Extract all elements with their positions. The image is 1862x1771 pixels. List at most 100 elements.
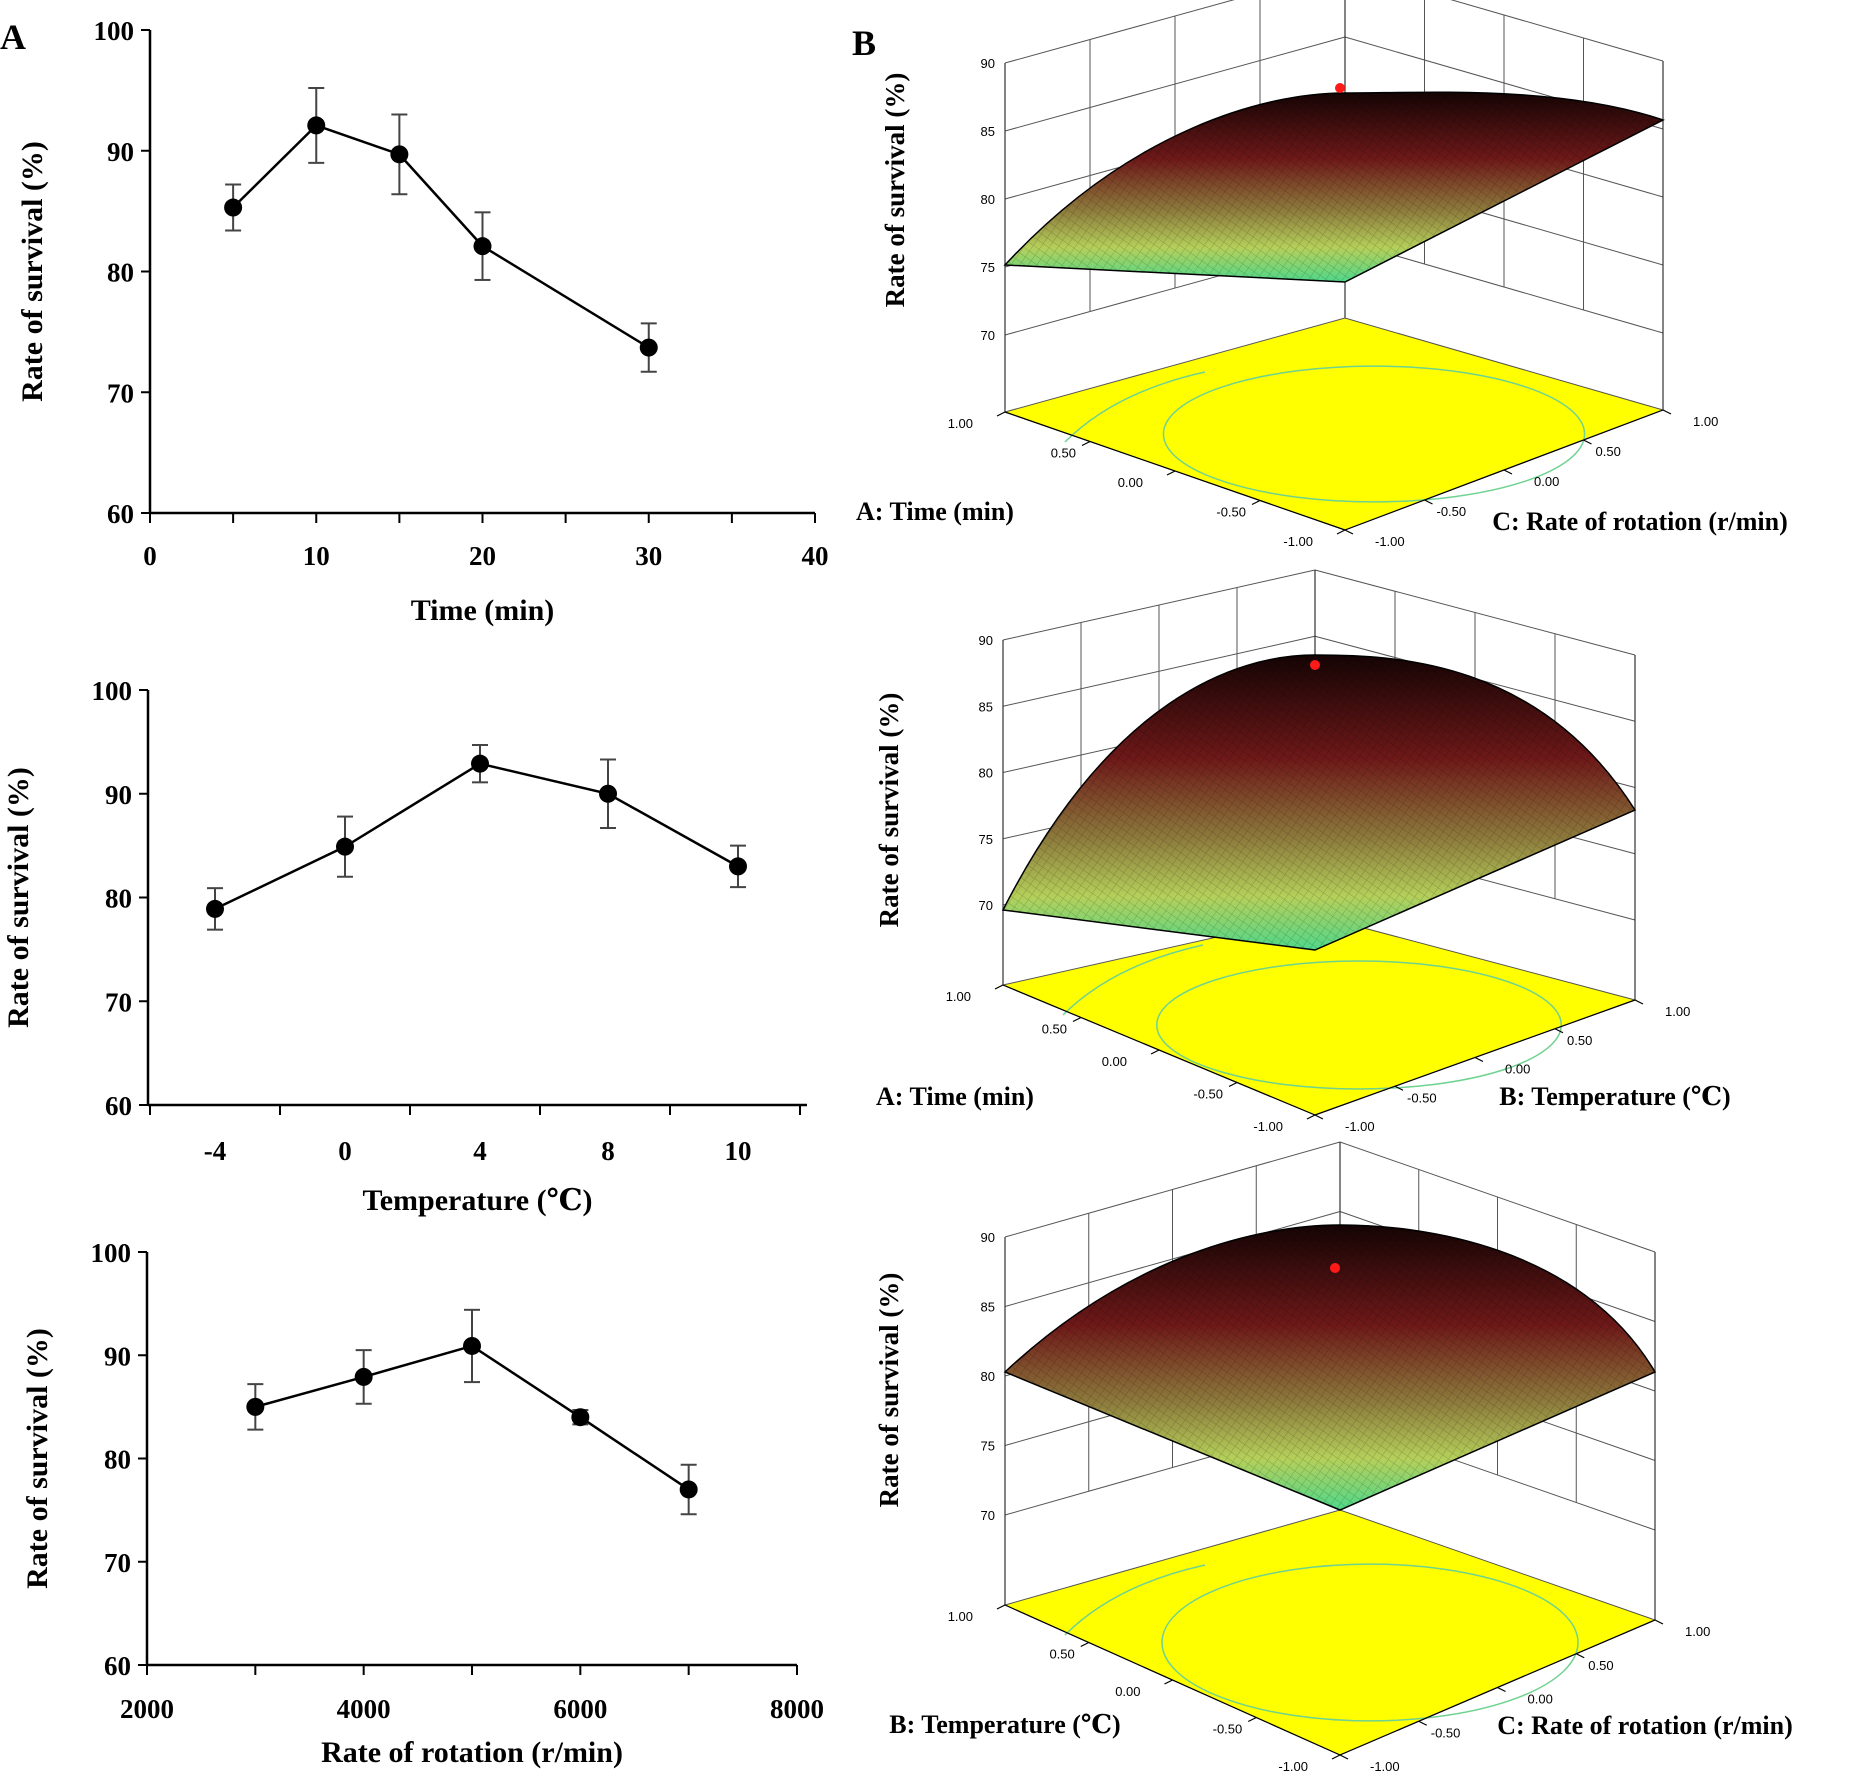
data-point — [463, 1336, 481, 1355]
y-tick-label: 70 — [104, 1548, 131, 1578]
y-tick-label: 60 — [107, 499, 134, 529]
data-point — [471, 754, 489, 773]
y-tick-label: 60 — [104, 1651, 131, 1681]
data-point — [729, 857, 747, 876]
right-axis-tick — [1575, 1653, 1585, 1659]
right-axis-tick-label: -1.00 — [1345, 1119, 1375, 1134]
left-axis-tick-label: 1.00 — [948, 1609, 973, 1624]
left-axis-tick — [994, 984, 1004, 990]
x-tick-label: 8 — [601, 1136, 615, 1166]
z-tick-label: 85 — [981, 124, 995, 139]
left-axis-tick — [1331, 1754, 1341, 1760]
left-axis-tick — [1166, 470, 1176, 476]
left-axis-tick-label: 0.00 — [1118, 475, 1143, 490]
right-axis-tick — [1394, 1085, 1404, 1091]
y-axis-label: Rate of survival (%) — [16, 141, 49, 402]
y-axis-label: Rate of survival (%) — [21, 1328, 54, 1589]
left-axis-tick — [1306, 1114, 1316, 1120]
left-axis-tick — [1247, 1716, 1257, 1723]
base-contour — [1062, 944, 1204, 1016]
right-axis-tick-label: 1.00 — [1693, 414, 1718, 429]
right-axis-tick — [1634, 999, 1644, 1005]
right-axis-tick — [1554, 1028, 1564, 1034]
left-axis-tick — [1164, 1679, 1173, 1685]
data-point — [599, 784, 617, 803]
z-tick-label: 80 — [981, 1369, 995, 1384]
z-tick-label: 75 — [981, 260, 995, 275]
z-axis-label: Rate of survival (%) — [880, 73, 910, 308]
y-tick-label: 90 — [104, 1341, 131, 1371]
y-tick-label: 100 — [91, 1238, 132, 1268]
x-tick-label: 10 — [725, 1136, 752, 1166]
y-tick-label: 90 — [105, 780, 132, 810]
left-axis-tick-label: -0.50 — [1216, 505, 1246, 520]
data-point — [206, 899, 224, 918]
left-axis-tick — [1228, 1081, 1238, 1088]
right-axis-tick — [1474, 1056, 1484, 1063]
x-axis-label: Time (min) — [411, 594, 555, 627]
z-tick-label: 85 — [979, 699, 993, 714]
y-tick-label: 80 — [107, 258, 134, 288]
right-axis-tick-label: 1.00 — [1685, 1624, 1710, 1639]
y-tick-label: 90 — [107, 137, 134, 167]
z-tick-label: 85 — [981, 1300, 995, 1315]
z-tick-label: 70 — [981, 1508, 995, 1523]
left-axis-label: A: Time (min) — [856, 497, 1014, 526]
data-point — [639, 338, 658, 357]
left-axis-tick — [1072, 1016, 1082, 1023]
x-tick-label: 30 — [635, 541, 662, 571]
left-axis-tick — [996, 411, 1006, 417]
z-tick-label: 90 — [981, 1230, 995, 1245]
right-axis-tick-label: -1.00 — [1375, 534, 1405, 549]
optimum-point — [1310, 660, 1320, 670]
z-tick-label: 80 — [981, 192, 995, 207]
right-axis-label: C: Rate of rotation (r/min) — [1497, 1711, 1793, 1740]
panel-label-b: B — [852, 23, 877, 63]
series-line — [214, 762, 739, 911]
data-point — [390, 145, 409, 164]
data-point — [246, 1397, 265, 1416]
surface-mesh — [1003, 655, 1635, 950]
right-axis-tick — [1418, 1720, 1428, 1726]
x-axis-label: Rate of rotation (r/min) — [321, 1736, 623, 1769]
right-axis-tick — [1314, 1114, 1324, 1120]
surface-mesh — [1005, 92, 1663, 282]
surface-mesh — [1005, 1225, 1655, 1510]
left-axis-tick — [996, 1604, 1006, 1610]
base-contour — [1064, 371, 1206, 443]
right-axis-tick-label: 1.00 — [1665, 1004, 1690, 1019]
left-axis-tick-label: -0.50 — [1193, 1087, 1223, 1102]
x-axis-label: Temperature (℃) — [362, 1184, 592, 1217]
y-tick-label: 100 — [94, 16, 135, 46]
left-axis-tick-label: 0.50 — [1049, 1647, 1074, 1662]
x-tick-label: 0 — [143, 541, 157, 571]
left-axis-tick-label: -0.50 — [1213, 1722, 1243, 1737]
base-contour — [1156, 960, 1562, 1090]
y-tick-label: 80 — [105, 884, 132, 914]
chart-temperature: 60 70 80 90 100 -4 0 4 8 10 Temperature (℃) Rate of… — [2, 676, 807, 1217]
base-contour — [1064, 1564, 1206, 1636]
base-contour — [1161, 1563, 1579, 1722]
right-axis-tick — [1654, 1619, 1664, 1625]
data-point — [679, 1480, 698, 1499]
y-tick-label: 70 — [105, 987, 132, 1017]
left-axis-tick — [1150, 1049, 1160, 1055]
surface-charts: 70 75 80 85 90 1.00 0.50 0.00 -0.50 -1.00 1.00 0.50… — [856, 0, 1793, 1771]
chart-rotation: 60 70 80 90 100 2000 4000 6000 8000 Rate of rotat… — [21, 1238, 824, 1769]
left-axis-tick-label: 0.00 — [1102, 1054, 1127, 1069]
x-tick-label: -4 — [204, 1136, 227, 1166]
series-line — [232, 123, 650, 349]
front-right-edge — [1344, 409, 1664, 531]
front-right-edge — [1314, 999, 1636, 1116]
x-tick-label: 10 — [303, 541, 330, 571]
front-left-edge — [1004, 1604, 1341, 1756]
chart-surface-ac: 70 75 80 85 90 1.00 0.50 0.00 -0.50 -1.00 1.00 0.50… — [856, 0, 1788, 549]
right-axis-tick-label: 0.50 — [1596, 444, 1621, 459]
z-axis-label: Rate of survival (%) — [874, 1273, 904, 1508]
right-axis-tick-label: -0.50 — [1407, 1090, 1437, 1105]
data-point — [354, 1367, 373, 1386]
right-axis-tick — [1503, 469, 1513, 475]
x-tick-label: 20 — [469, 541, 496, 571]
right-axis-tick-label: 0.50 — [1567, 1033, 1592, 1048]
